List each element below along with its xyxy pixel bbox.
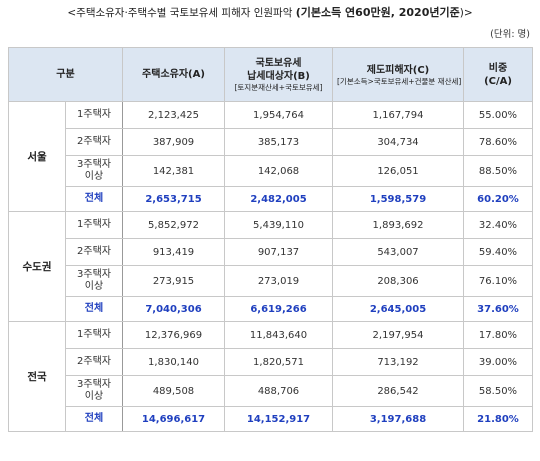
taxpayers-cell: 907,137: [224, 238, 333, 266]
owners-cell: 2,653,715: [122, 186, 225, 212]
ratio-cell: 88.50%: [463, 155, 533, 187]
ratio-cell: 60.20%: [463, 186, 533, 212]
owners-cell: 273,915: [122, 265, 225, 297]
taxpayers-cell: 11,843,640: [224, 321, 333, 349]
owners-cell: 387,909: [122, 128, 225, 156]
header-group: 구분: [8, 47, 123, 102]
title-suffix: )>: [459, 7, 473, 19]
category-cell: 전체: [65, 296, 123, 322]
ratio-cell: 76.10%: [463, 265, 533, 297]
unit-label: (단위: 명): [490, 29, 530, 40]
taxpayers-cell: 14,152,917: [224, 406, 333, 432]
header-ratio-line1: 비중: [488, 62, 508, 74]
header-taxpayers-line2: 납세대상자(B): [247, 71, 310, 82]
category-cell: 2주택자: [65, 238, 123, 266]
table-body: 서울 1주택자 2,123,425 1,954,764 1,167,794 55.00% 2…: [8, 101, 533, 432]
category-cell: 3주택자 이상: [65, 265, 123, 297]
taxpayers-cell: 142,068: [224, 155, 333, 187]
table-row: 2주택자 387,909 385,173 304,734 78.60%: [9, 128, 533, 156]
region-label: 수도권: [8, 211, 66, 322]
category-cell: 전체: [65, 186, 123, 212]
table-row: 3주택자 이상 489,508 488,706 286,542 58.50%: [9, 375, 533, 407]
taxpayers-cell: 6,619,266: [224, 296, 333, 322]
victims-cell: 543,007: [332, 238, 464, 266]
category-cell: 1주택자: [65, 321, 123, 349]
table-row: 전체 2,653,715 2,482,005 1,598,579 60.20%: [9, 186, 533, 212]
victims-cell: 1,598,579: [332, 186, 464, 212]
header-victims-sub: [기본소득>국토보유세+건물분 재산세]: [337, 76, 462, 86]
owners-cell: 142,381: [122, 155, 225, 187]
owners-cell: 1,830,140: [122, 348, 225, 376]
header-row: 구분 주택소유자(A) 국토보유세 납세대상자(B) [토지분재산세+국토보유세…: [8, 47, 533, 102]
taxpayers-cell: 5,439,110: [224, 211, 333, 239]
category-cell: 3주택자 이상: [65, 155, 123, 187]
ratio-cell: 32.40%: [463, 211, 533, 239]
victims-cell: 286,542: [332, 375, 464, 407]
header-ratio: 비중 (C/A): [463, 47, 533, 102]
table-row: 2주택자 1,830,140 1,820,571 713,192 39.00%: [9, 348, 533, 376]
victims-cell: 713,192: [332, 348, 464, 376]
region-label: 서울: [8, 101, 66, 212]
table-title: <주택소유자·주택수별 국토보유세 피해자 인원파악 (기본소득 연60만원, …: [0, 4, 540, 20]
taxpayers-cell: 273,019: [224, 265, 333, 297]
victims-cell: 1,893,692: [332, 211, 464, 239]
ratio-cell: 37.60%: [463, 296, 533, 322]
table-row: 3주택자 이상 142,381 142,068 126,051 88.50%: [9, 155, 533, 187]
taxpayers-cell: 1,820,571: [224, 348, 333, 376]
table-row: 전체 7,040,306 6,619,266 2,645,005 37.60%: [9, 296, 533, 322]
victims-cell: 1,167,794: [332, 101, 464, 129]
owners-cell: 489,508: [122, 375, 225, 407]
owners-cell: 5,852,972: [122, 211, 225, 239]
table-row: 3주택자 이상 273,915 273,019 208,306 76.10%: [9, 265, 533, 297]
category-cell: 1주택자: [65, 101, 123, 129]
table-row: 전체 14,696,617 14,152,917 3,197,688 21.80%: [9, 406, 533, 432]
header-victims: 제도피해자(C) [기본소득>국토보유세+건물분 재산세]: [332, 47, 464, 102]
victims-cell: 2,197,954: [332, 321, 464, 349]
region-label: 전국: [8, 321, 66, 432]
header-taxpayers: 국토보유세 납세대상자(B) [토지분재산세+국토보유세]: [224, 47, 333, 102]
header-taxpayers-sub: [토지분재산세+국토보유세]: [234, 83, 323, 92]
victims-cell: 3,197,688: [332, 406, 464, 432]
header-owners: 주택소유자(A): [122, 47, 225, 102]
category-cell: 3주택자 이상: [65, 375, 123, 407]
taxpayers-cell: 488,706: [224, 375, 333, 407]
header-victims-label: 제도피해자(C): [366, 64, 430, 76]
owners-cell: 12,376,969: [122, 321, 225, 349]
owners-cell: 2,123,425: [122, 101, 225, 129]
owners-cell: 7,040,306: [122, 296, 225, 322]
victims-cell: 2,645,005: [332, 296, 464, 322]
victims-cell: 304,734: [332, 128, 464, 156]
owners-cell: 913,419: [122, 238, 225, 266]
category-cell: 전체: [65, 406, 123, 432]
ratio-cell: 21.80%: [463, 406, 533, 432]
victims-table: 구분 주택소유자(A) 국토보유세 납세대상자(B) [토지분재산세+국토보유세…: [8, 47, 533, 432]
victims-cell: 126,051: [332, 155, 464, 187]
ratio-cell: 78.60%: [463, 128, 533, 156]
category-cell: 2주택자: [65, 348, 123, 376]
ratio-cell: 39.00%: [463, 348, 533, 376]
owners-cell: 14,696,617: [122, 406, 225, 432]
ratio-cell: 17.80%: [463, 321, 533, 349]
ratio-cell: 55.00%: [463, 101, 533, 129]
table-row: 서울 1주택자 2,123,425 1,954,764 1,167,794 55.00%: [8, 101, 533, 212]
taxpayers-cell: 2,482,005: [224, 186, 333, 212]
victims-cell: 208,306: [332, 265, 464, 297]
header-ratio-line2: (C/A): [484, 75, 512, 87]
category-cell: 2주택자: [65, 128, 123, 156]
taxpayers-cell: 385,173: [224, 128, 333, 156]
title-prefix: <주택소유자·주택수별 국토보유세 피해자 인원파악: [67, 7, 296, 19]
header-taxpayers-line1: 국토보유세: [255, 58, 302, 69]
table-row: 수도권 1주택자 5,852,972 5,439,110 1,893,692 32.40%: [8, 211, 533, 322]
ratio-cell: 58.50%: [463, 375, 533, 407]
title-highlight: (기본소득 연60만원, 2020년기준: [295, 6, 460, 19]
table-row: 전국 1주택자 12,376,969 11,843,640 2,197,954 17.80…: [8, 321, 533, 432]
ratio-cell: 59.40%: [463, 238, 533, 266]
category-cell: 1주택자: [65, 211, 123, 239]
table-row: 2주택자 913,419 907,137 543,007 59.40%: [9, 238, 533, 266]
taxpayers-cell: 1,954,764: [224, 101, 333, 129]
